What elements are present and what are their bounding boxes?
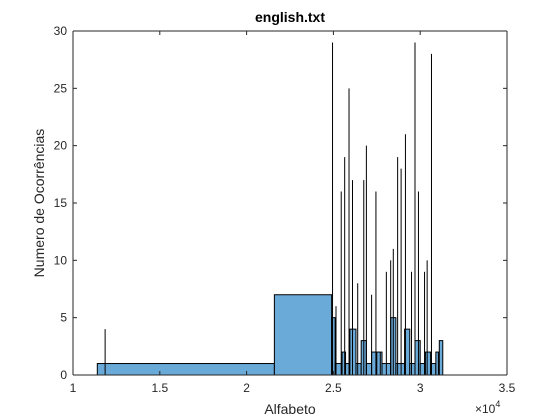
x-ticks: 1 1.5 2 2.5 3 3.5 [70, 31, 516, 395]
x-tick-label: 2.5 [325, 381, 342, 395]
x-axis-exponent-power: 4 [495, 399, 500, 409]
y-axis-label: Numero de Ocorrências [31, 129, 47, 278]
histogram-bar-0 [96, 363, 275, 376]
y-tick-label: 10 [54, 253, 68, 267]
y-tick-label: 25 [54, 81, 68, 95]
y-tick-label: 30 [54, 24, 68, 38]
histogram-bar-17 [414, 340, 421, 376]
x-axis-exponent-base: ×10 [475, 402, 496, 416]
histogram-bar-7 [355, 363, 362, 376]
histogram-bar-11 [376, 351, 383, 376]
histogram-bar-19 [424, 351, 432, 376]
chart-title: english.txt [255, 9, 325, 25]
histogram-bar-22 [438, 340, 444, 376]
x-axis-exponent: ×104 [475, 399, 500, 416]
x-tick-label: 1.5 [151, 381, 168, 395]
y-ticks: 0 5 10 15 20 25 30 [54, 24, 507, 382]
x-tick-label: 3 [417, 381, 424, 395]
y-tick-label: 20 [54, 139, 68, 153]
y-tick-label: 15 [54, 196, 68, 210]
x-tick-label: 2 [243, 381, 250, 395]
histogram-bar-16 [409, 363, 416, 376]
histogram-bar-1 [273, 294, 333, 376]
x-tick-label: 3.5 [499, 381, 516, 395]
y-tick-label: 0 [60, 368, 67, 382]
spikes-layer [104, 42, 439, 375]
x-axis-label: Alfabeto [264, 401, 316, 417]
y-tick-label: 5 [60, 311, 67, 325]
x-tick-label: 1 [70, 381, 77, 395]
histogram-bar-9 [365, 363, 373, 376]
